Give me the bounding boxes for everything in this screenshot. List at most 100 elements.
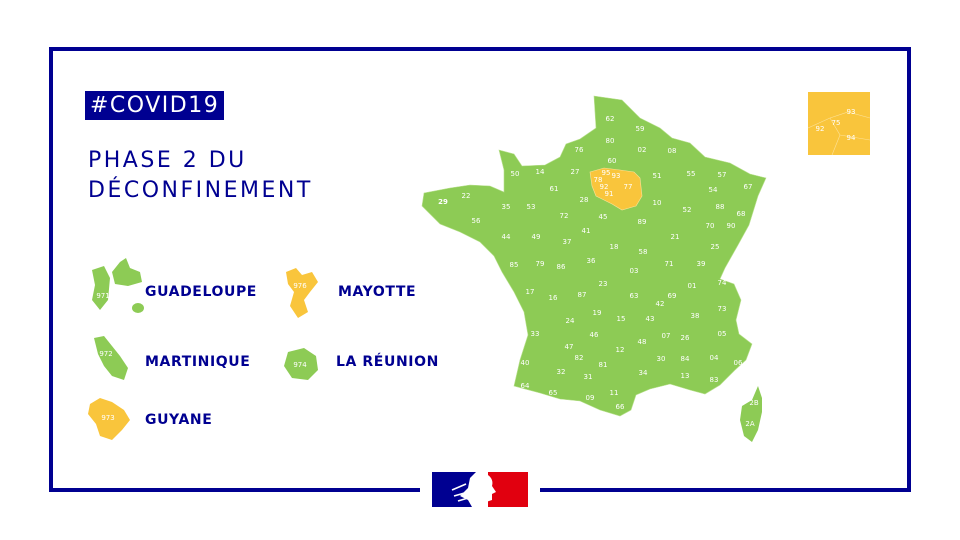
department-25: 25 xyxy=(711,243,720,251)
legend-label-guyane: GUYANE xyxy=(145,412,213,428)
department-55: 55 xyxy=(687,170,696,178)
department-48: 48 xyxy=(638,338,647,346)
department-14: 14 xyxy=(536,168,545,176)
department-35: 35 xyxy=(502,203,511,211)
department-12: 12 xyxy=(616,346,625,354)
department-11: 11 xyxy=(610,389,619,397)
department-93: 93 xyxy=(612,172,621,180)
department-16: 16 xyxy=(549,294,558,302)
department-29: 29 xyxy=(438,198,448,206)
department-46: 46 xyxy=(590,331,599,339)
department-10: 10 xyxy=(653,199,662,207)
department-67: 67 xyxy=(744,183,753,191)
department-31: 31 xyxy=(584,373,593,381)
department-71: 71 xyxy=(665,260,674,268)
marianne-profile-icon xyxy=(451,472,496,507)
department-08: 08 xyxy=(668,147,677,155)
department-65: 65 xyxy=(549,389,558,397)
department-87: 87 xyxy=(578,291,587,299)
department-62: 62 xyxy=(606,115,615,123)
department-34: 34 xyxy=(639,369,648,377)
department-07: 07 xyxy=(662,332,671,340)
republique-francaise-logo xyxy=(432,472,528,507)
department-33: 33 xyxy=(531,330,540,338)
department-66: 66 xyxy=(616,403,625,411)
ile-de-france-shape xyxy=(589,167,643,211)
department-95: 95 xyxy=(602,169,611,177)
legend-label-martinique: MARTINIQUE xyxy=(145,354,251,370)
department-89: 89 xyxy=(638,218,647,226)
department-43: 43 xyxy=(646,315,655,323)
department-85: 85 xyxy=(510,261,519,269)
department-05: 05 xyxy=(718,330,727,338)
code-976: 976 xyxy=(293,282,307,290)
department-61: 61 xyxy=(550,185,559,193)
department-26: 26 xyxy=(681,334,690,342)
department-03: 03 xyxy=(630,267,639,275)
corsica-shape xyxy=(740,386,762,442)
department-45: 45 xyxy=(599,213,608,221)
department-77: 77 xyxy=(624,183,633,191)
department-59: 59 xyxy=(636,125,645,133)
department-2B: 2B xyxy=(749,399,758,407)
department-86: 86 xyxy=(557,263,566,271)
department-32: 32 xyxy=(557,368,566,376)
department-44: 44 xyxy=(502,233,511,241)
department-02: 02 xyxy=(638,146,647,154)
department-91: 91 xyxy=(605,190,614,198)
department-18: 18 xyxy=(610,243,619,251)
department-83: 83 xyxy=(710,376,719,384)
department-42: 42 xyxy=(656,300,665,308)
department-73: 73 xyxy=(718,305,727,313)
department-53: 53 xyxy=(527,203,536,211)
mayotte-shape: 976 xyxy=(286,268,318,318)
department-57: 57 xyxy=(718,171,727,179)
paris-inset: 93 75 92 94 xyxy=(807,92,871,156)
department-68: 68 xyxy=(737,210,746,218)
department-76: 76 xyxy=(575,146,584,154)
logo-red-panel xyxy=(488,472,528,507)
department-06: 06 xyxy=(734,359,743,367)
department-37: 37 xyxy=(563,238,572,246)
code-972: 972 xyxy=(99,350,112,358)
department-80: 80 xyxy=(606,137,615,145)
code-971: 971 xyxy=(96,292,109,300)
department-09: 09 xyxy=(586,394,595,402)
department-54: 54 xyxy=(709,186,718,194)
department-52: 52 xyxy=(683,206,692,214)
department-88: 88 xyxy=(716,203,725,211)
department-13: 13 xyxy=(681,372,690,380)
frame-border-bottom-left xyxy=(49,488,420,492)
department-79: 79 xyxy=(536,260,545,268)
department-47: 47 xyxy=(565,343,574,351)
department-27: 27 xyxy=(571,168,580,176)
department-28: 28 xyxy=(580,196,589,204)
title-line-1: PHASE 2 DU xyxy=(88,148,247,173)
department-72: 72 xyxy=(560,212,569,220)
inset-93: 93 xyxy=(847,108,856,116)
frame-border-right xyxy=(907,47,911,492)
department-21: 21 xyxy=(671,233,680,241)
department-15: 15 xyxy=(617,315,626,323)
legend-label-guadeloupe: GUADELOUPE xyxy=(145,284,257,300)
department-69: 69 xyxy=(668,292,677,300)
mainland-france-shape xyxy=(421,95,767,417)
department-90: 90 xyxy=(727,222,736,230)
department-39: 39 xyxy=(697,260,706,268)
department-30: 30 xyxy=(657,355,666,363)
department-70: 70 xyxy=(706,222,715,230)
department-92: 92 xyxy=(600,183,609,191)
department-24: 24 xyxy=(566,317,575,325)
department-82: 82 xyxy=(575,354,584,362)
page-title: PHASE 2 DU DÉCONFINEMENT xyxy=(88,146,313,206)
department-19: 19 xyxy=(593,309,602,317)
department-74: 74 xyxy=(718,279,727,287)
department-50: 50 xyxy=(511,170,520,178)
legend-label-la-reunion: LA RÉUNION xyxy=(336,354,439,370)
department-23: 23 xyxy=(599,280,608,288)
department-22: 22 xyxy=(462,192,471,200)
inset-75: 75 xyxy=(832,119,841,127)
department-38: 38 xyxy=(691,312,700,320)
